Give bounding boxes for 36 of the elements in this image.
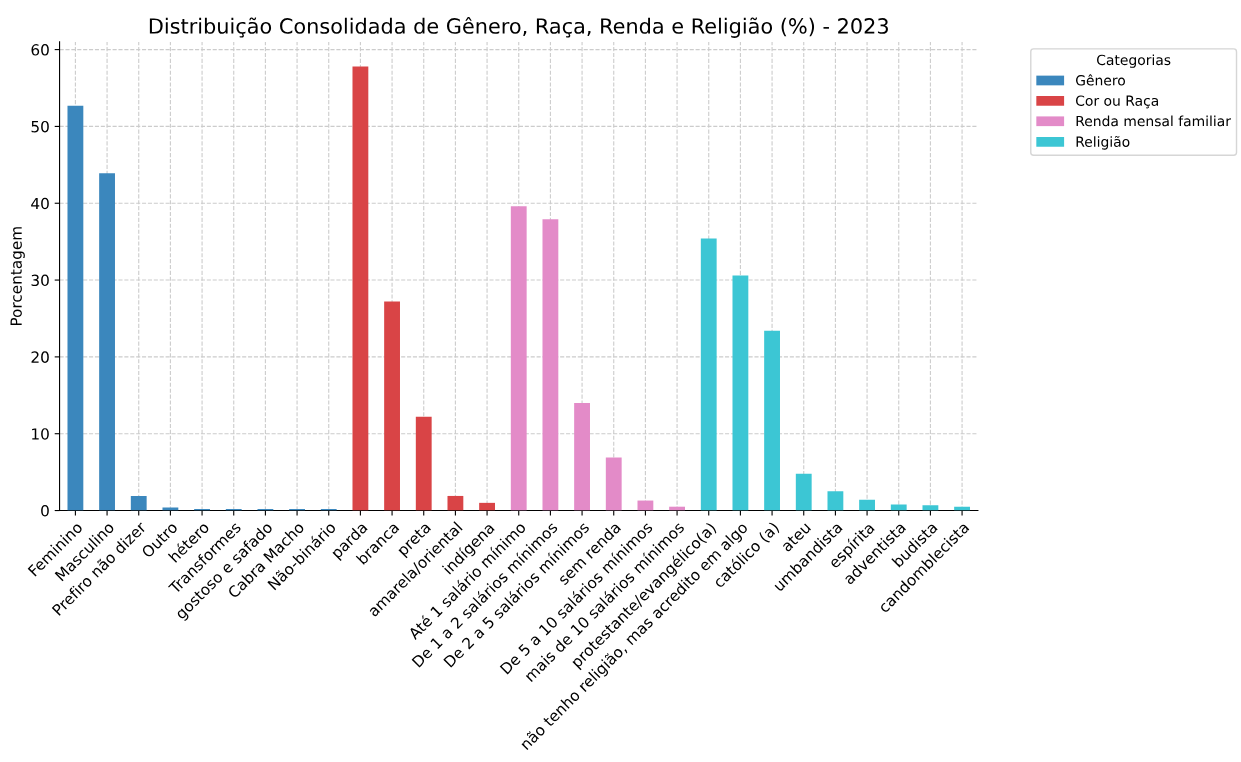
y-tick-label: 20 bbox=[31, 351, 49, 363]
bar bbox=[352, 66, 369, 511]
legend-label: Religião bbox=[1076, 135, 1130, 150]
legend-label: Cor ou Raça bbox=[1075, 95, 1158, 109]
bar bbox=[922, 505, 939, 511]
legend-label: Gênero bbox=[1075, 74, 1126, 86]
bar bbox=[637, 500, 654, 511]
y-tick-label: 60 bbox=[31, 44, 49, 56]
bar bbox=[384, 301, 400, 511]
bar bbox=[859, 499, 875, 511]
bar bbox=[542, 219, 559, 511]
bar bbox=[890, 504, 907, 511]
bar bbox=[574, 402, 590, 511]
bar bbox=[415, 416, 432, 511]
bar bbox=[447, 495, 464, 511]
bar bbox=[700, 238, 717, 511]
bar bbox=[162, 507, 179, 511]
y-tick-label: 10 bbox=[32, 428, 49, 440]
chart-title: Distribuição Consolidada de Gênero, Raça, Renda e Religião (%) - 2023 bbox=[149, 16, 888, 38]
bar bbox=[795, 473, 812, 511]
legend-label: Renda mensal familiar bbox=[1076, 115, 1231, 127]
bar bbox=[479, 502, 495, 511]
bar bbox=[827, 491, 844, 511]
bar bbox=[67, 105, 84, 511]
y-tick-label: 40 bbox=[31, 197, 49, 210]
y-tick-label: 50 bbox=[31, 120, 49, 133]
bar bbox=[732, 275, 749, 511]
bar bbox=[764, 330, 780, 511]
bar bbox=[130, 495, 147, 511]
bar bbox=[99, 173, 115, 511]
y-tick-label: 0 bbox=[41, 505, 49, 517]
legend-title: Categorias bbox=[1097, 54, 1171, 68]
bar bbox=[605, 457, 622, 511]
y-axis-title: Porcentagem bbox=[10, 227, 25, 326]
y-tick-label: 30 bbox=[31, 274, 49, 287]
bar bbox=[510, 206, 527, 511]
